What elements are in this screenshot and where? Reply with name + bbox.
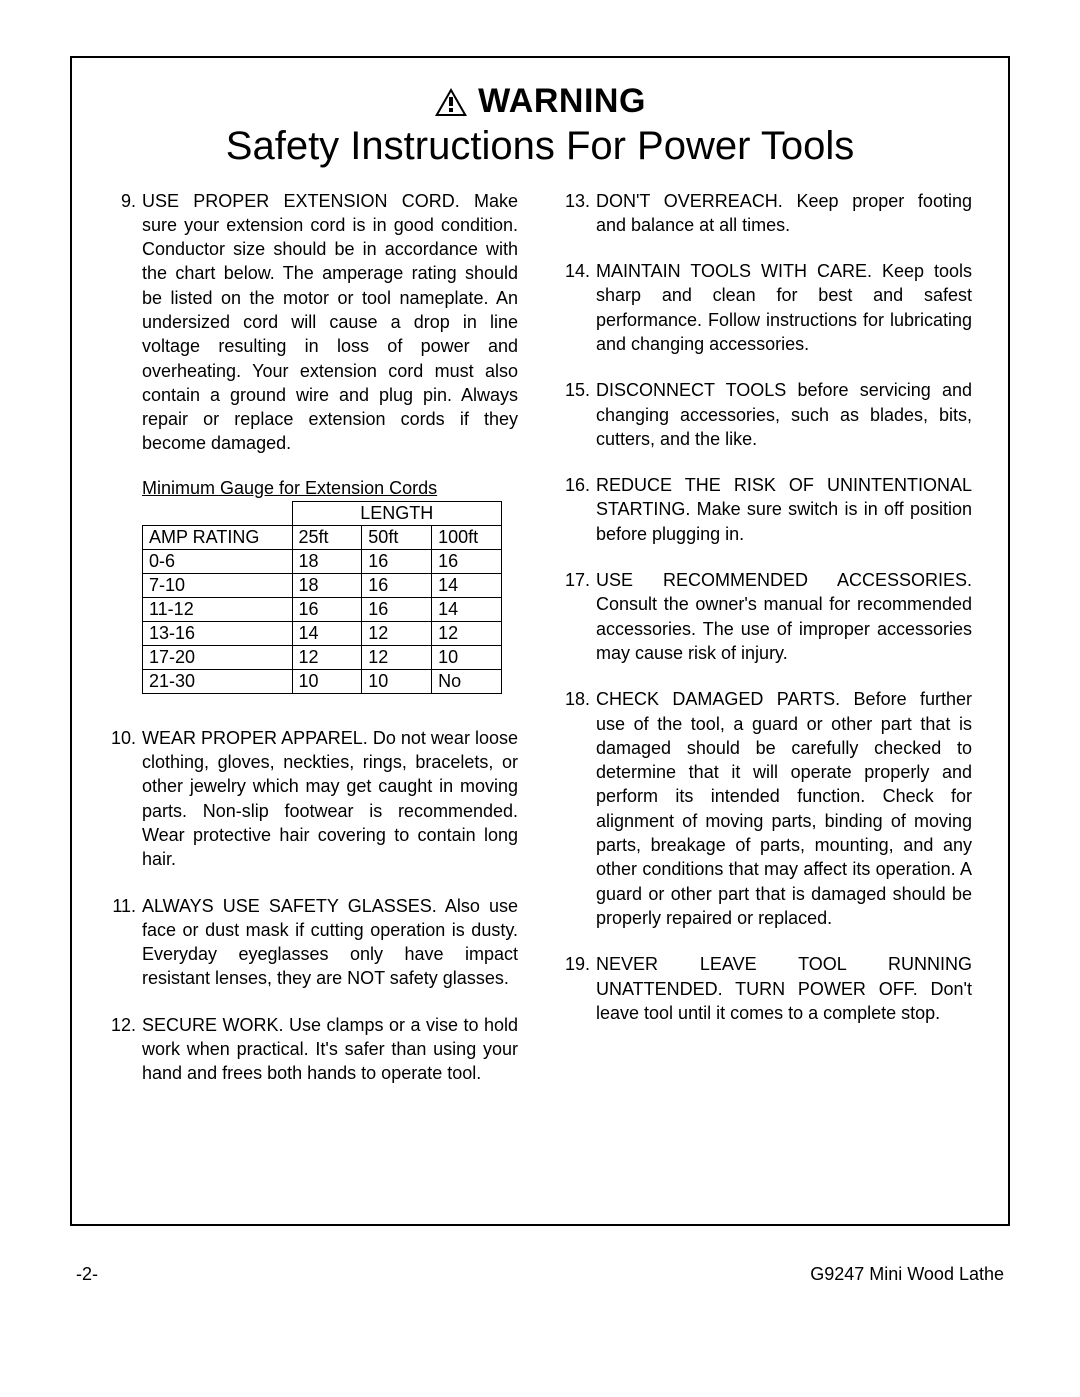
item-lead: ALWAYS USE SAFETY GLASSES. — [142, 896, 437, 916]
instruction-item: 18. CHECK DAMAGED PARTS. Before further … — [562, 687, 972, 930]
item-number: 17. — [562, 568, 596, 665]
item-body: CHECK DAMAGED PARTS. Before further use … — [596, 687, 972, 930]
table-cell: 10 — [432, 645, 502, 669]
amp-header: AMP RATING — [143, 525, 293, 549]
table-cell: 18 — [292, 549, 362, 573]
table-cell: 10 — [362, 669, 432, 693]
item-number: 13. — [562, 189, 596, 238]
item-body: DON'T OVERREACH. Keep proper footing and… — [596, 189, 972, 238]
table-cell: 7-10 — [143, 573, 293, 597]
instruction-item: 9. USE PROPER EXTENSION CORD. Make sure … — [108, 189, 518, 456]
item-lead: MAINTAIN TOOLS WITH CARE. — [596, 261, 872, 281]
item-text: Do not wear loose clothing, gloves, neck… — [142, 728, 518, 869]
instruction-item: 11. ALWAYS USE SAFETY GLASSES. Also use … — [108, 894, 518, 991]
item-lead: DON'T OVERREACH. — [596, 191, 783, 211]
table-cell: 14 — [432, 573, 502, 597]
table-cell: 13-16 — [143, 621, 293, 645]
item-lead: DISCONNECT TOOLS — [596, 380, 786, 400]
item-body: DISCONNECT TOOLS before servicing and ch… — [596, 378, 972, 451]
item-body: SECURE WORK. Use clamps or a vise to hol… — [142, 1013, 518, 1086]
instruction-item: 10. WEAR PROPER APPAREL. Do not wear loo… — [108, 726, 518, 872]
item-lead: USE PROPER EXTENSION CORD. — [142, 191, 460, 211]
page-number: -2- — [76, 1264, 98, 1285]
table-cell: 16 — [432, 549, 502, 573]
item-text: Make sure your extension cord is in good… — [142, 191, 518, 454]
item-body: USE PROPER EXTENSION CORD. Make sure you… — [142, 189, 518, 456]
table-cell: 16 — [362, 549, 432, 573]
table-header: 25ft — [292, 525, 362, 549]
table-cell: 14 — [292, 621, 362, 645]
table-cell: 12 — [292, 645, 362, 669]
item-body: USE RECOMMENDED ACCESSORIES. Consult the… — [596, 568, 972, 665]
table-cell: 12 — [432, 621, 502, 645]
footer: -2- G9247 Mini Wood Lathe — [70, 1264, 1010, 1285]
page-title: Safety Instructions For Power Tools — [108, 124, 972, 169]
table-row: 21-30 10 10 No — [143, 669, 502, 693]
table-cell: 12 — [362, 621, 432, 645]
table-caption: Minimum Gauge for Extension Cords — [108, 478, 518, 499]
item-number: 11. — [108, 894, 142, 991]
columns: 9. USE PROPER EXTENSION CORD. Make sure … — [108, 189, 972, 1108]
header: WARNING Safety Instructions For Power To… — [108, 82, 972, 169]
item-number: 16. — [562, 473, 596, 546]
table-row: 0-6 18 16 16 — [143, 549, 502, 573]
item-number: 14. — [562, 259, 596, 356]
item-number: 18. — [562, 687, 596, 930]
instruction-item: 15. DISCONNECT TOOLS before servicing an… — [562, 378, 972, 451]
table-row: 11-12 16 16 14 — [143, 597, 502, 621]
right-column: 13. DON'T OVERREACH. Keep proper footing… — [562, 189, 972, 1108]
table-header: 50ft — [362, 525, 432, 549]
item-body: MAINTAIN TOOLS WITH CARE. Keep tools sha… — [596, 259, 972, 356]
item-lead: NEVER LEAVE TOOL RUNNING UNATTENDED. TUR… — [596, 954, 972, 998]
left-column: 9. USE PROPER EXTENSION CORD. Make sure … — [108, 189, 518, 1108]
table-header: 100ft — [432, 525, 502, 549]
item-lead: USE RECOMMENDED ACCESSORIES. — [596, 570, 972, 590]
warning-icon — [434, 87, 468, 117]
item-text: Before further use of the tool, a guard … — [596, 689, 972, 928]
warning-row: WARNING — [434, 82, 646, 121]
doc-title: G9247 Mini Wood Lathe — [810, 1264, 1004, 1285]
item-number: 9. — [108, 189, 142, 456]
content-frame: WARNING Safety Instructions For Power To… — [70, 56, 1010, 1226]
table-cell: 16 — [362, 597, 432, 621]
instruction-item: 13. DON'T OVERREACH. Keep proper footing… — [562, 189, 972, 238]
table-cell: 16 — [362, 573, 432, 597]
item-text: Consult the owner's manual for recommend… — [596, 594, 972, 663]
item-lead: CHECK DAMAGED PARTS. — [596, 689, 840, 709]
item-number: 10. — [108, 726, 142, 872]
table-cell: 0-6 — [143, 549, 293, 573]
table-cell: No — [432, 669, 502, 693]
table-row: 13-16 14 12 12 — [143, 621, 502, 645]
instruction-item: 19. NEVER LEAVE TOOL RUNNING UNATTENDED.… — [562, 952, 972, 1025]
item-body: NEVER LEAVE TOOL RUNNING UNATTENDED. TUR… — [596, 952, 972, 1025]
item-number: 12. — [108, 1013, 142, 1086]
page: WARNING Safety Instructions For Power To… — [0, 0, 1080, 1397]
item-body: REDUCE THE RISK OF UNINTENTIONAL STARTIN… — [596, 473, 972, 546]
instruction-item: 14. MAINTAIN TOOLS WITH CARE. Keep tools… — [562, 259, 972, 356]
item-number: 15. — [562, 378, 596, 451]
table-cell: 18 — [292, 573, 362, 597]
item-body: ALWAYS USE SAFETY GLASSES. Also use face… — [142, 894, 518, 991]
item-lead: WEAR PROPER APPAREL. — [142, 728, 368, 748]
table-cell: 12 — [362, 645, 432, 669]
table-cell: 17-20 — [143, 645, 293, 669]
warning-label: WARNING — [478, 82, 646, 121]
table-cell: 11-12 — [143, 597, 293, 621]
gauge-table: LENGTH AMP RATING 25ft 50ft 100ft 0-6 18… — [142, 501, 502, 694]
table-cell: 21-30 — [143, 669, 293, 693]
item-number: 19. — [562, 952, 596, 1025]
instruction-item: 17. USE RECOMMENDED ACCESSORIES. Consult… — [562, 568, 972, 665]
instruction-item: 12. SECURE WORK. Use clamps or a vise to… — [108, 1013, 518, 1086]
table-cell: 10 — [292, 669, 362, 693]
instruction-item: 16. REDUCE THE RISK OF UNINTENTIONAL STA… — [562, 473, 972, 546]
table-cell — [143, 501, 293, 525]
table-cell: 16 — [292, 597, 362, 621]
length-header: LENGTH — [292, 501, 502, 525]
table-row: 7-10 18 16 14 — [143, 573, 502, 597]
table-row: 17-20 12 12 10 — [143, 645, 502, 669]
item-lead: SECURE WORK. — [142, 1015, 284, 1035]
item-body: WEAR PROPER APPAREL. Do not wear loose c… — [142, 726, 518, 872]
table-cell: 14 — [432, 597, 502, 621]
